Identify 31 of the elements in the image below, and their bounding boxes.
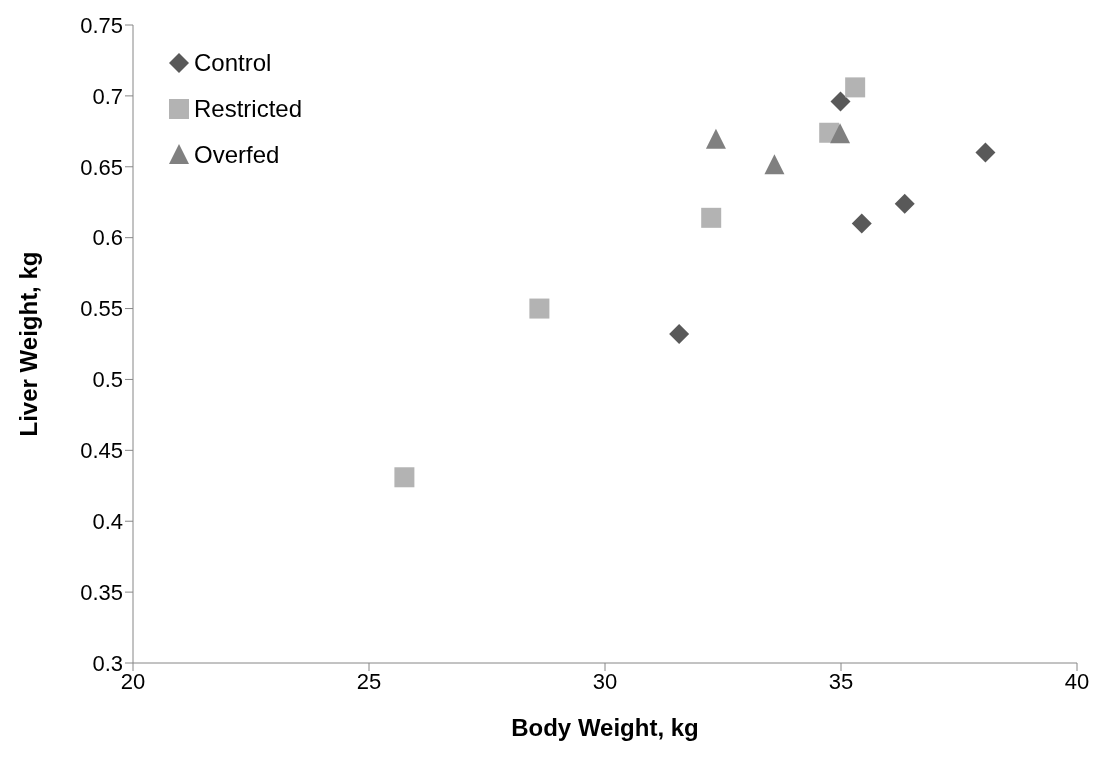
point [845,77,866,98]
point [894,193,915,214]
point [830,91,851,112]
x-tick-label: 35 [828,668,854,694]
y-tick-label: 0.75 [80,12,123,38]
point [830,123,851,144]
y-tick-label: 0.65 [80,154,123,180]
y-tick-label: 0.3 [92,650,123,676]
legend-label: Overfed [194,141,280,169]
y-tick-label: 0.4 [92,509,123,535]
x-tick-label: 25 [356,668,382,694]
y-tick-label: 0.35 [80,579,123,605]
x-axis-title: Body Weight, kg [511,714,699,741]
y-tick-label: 0.7 [92,83,123,109]
y-tick-label: 0.45 [80,438,123,464]
x-tick-label: 30 [592,668,618,694]
y-tick-label: 0.6 [92,225,123,251]
point [764,154,785,175]
point [529,298,550,319]
point [705,128,726,149]
x-tick-label: 40 [1064,668,1090,694]
point [975,142,996,163]
y-axis-title: Liver Weight, kg [14,251,42,437]
legend-label: Restricted [194,95,303,123]
legend-label: Control [194,49,272,77]
point [669,324,690,345]
y-tick-label: 0.5 [92,367,123,393]
point [701,207,722,228]
point [851,213,872,234]
y-tick-label: 0.55 [80,296,123,322]
point [394,467,415,488]
